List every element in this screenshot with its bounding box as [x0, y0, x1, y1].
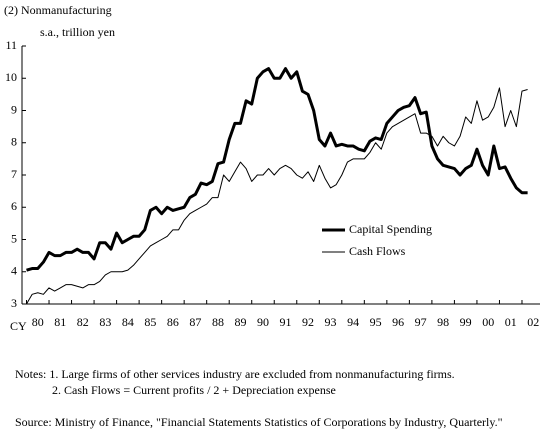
x-tick-label: 91 [280, 315, 292, 329]
x-tick-label: 01 [505, 315, 517, 329]
x-tick-label: 92 [302, 315, 314, 329]
x-axis-label: CY [10, 319, 27, 333]
legend-label: Cash Flows [349, 244, 406, 258]
y-tick-label: 10 [5, 70, 17, 84]
x-tick-label: 86 [167, 315, 179, 329]
x-tick-label: 85 [144, 315, 156, 329]
x-tick-label: 90 [257, 315, 269, 329]
y-tick-label: 9 [11, 102, 17, 116]
y-tick-label: 7 [11, 167, 17, 181]
y-tick-label: 11 [5, 38, 17, 52]
source: Source: Ministry of Finance, "Financial … [15, 415, 503, 429]
y-tick-label: 4 [11, 264, 17, 278]
x-tick-label: 87 [189, 315, 201, 329]
x-tick-label: 95 [370, 315, 382, 329]
note: 2. Cash Flows = Current profits / 2 + De… [52, 383, 336, 397]
legend-label: Capital Spending [349, 222, 432, 236]
x-tick-label: 83 [99, 315, 111, 329]
x-tick-label: 94 [347, 315, 359, 329]
x-tick-label: 98 [437, 315, 449, 329]
y-tick-label: 3 [11, 296, 17, 310]
chart-title: (2) Nonmanufacturing [4, 3, 112, 17]
series-line [26, 67, 528, 272]
x-tick-label: 02 [527, 315, 539, 329]
series-line [26, 87, 528, 305]
x-tick-label: 96 [392, 315, 404, 329]
x-tick-label: 80 [32, 315, 44, 329]
y-tick-label: 5 [11, 231, 17, 245]
x-tick-label: 81 [54, 315, 66, 329]
y-axis-label: s.a., trillion yen [40, 25, 115, 39]
x-tick-label: 88 [212, 315, 224, 329]
x-tick-label: 00 [482, 315, 494, 329]
note: Notes: 1. Large firms of other services … [15, 367, 455, 381]
x-tick-label: 99 [460, 315, 472, 329]
x-tick-label: 82 [77, 315, 89, 329]
x-tick-label: 93 [325, 315, 337, 329]
y-tick-label: 6 [11, 199, 17, 213]
x-tick-label: 84 [122, 315, 134, 329]
y-tick-label: 8 [11, 135, 17, 149]
x-tick-label: 89 [234, 315, 246, 329]
x-tick-label: 97 [415, 315, 427, 329]
